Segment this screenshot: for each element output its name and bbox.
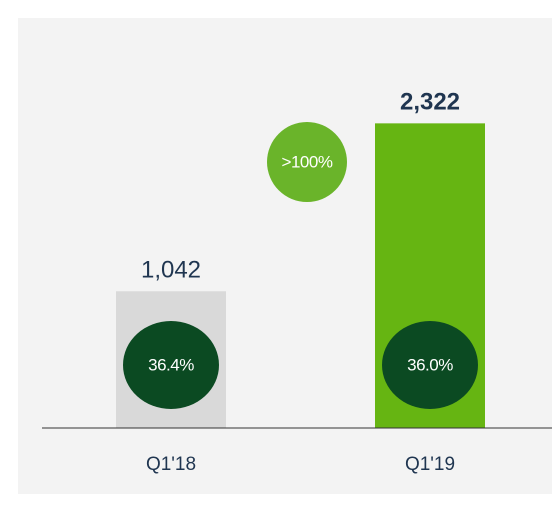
x-tick-label: Q1'19 [405, 454, 455, 475]
margin-circle [123, 321, 219, 409]
x-tick-label: Q1'18 [146, 454, 196, 475]
margin-label: 36.0% [407, 355, 453, 374]
value-label: 2,322 [400, 89, 460, 116]
growth-label: >100% [282, 152, 333, 171]
growth-circle [267, 122, 347, 202]
margin-circle [382, 321, 478, 409]
margin-label: 36.4% [148, 355, 194, 374]
value-label: 1,042 [141, 257, 201, 284]
